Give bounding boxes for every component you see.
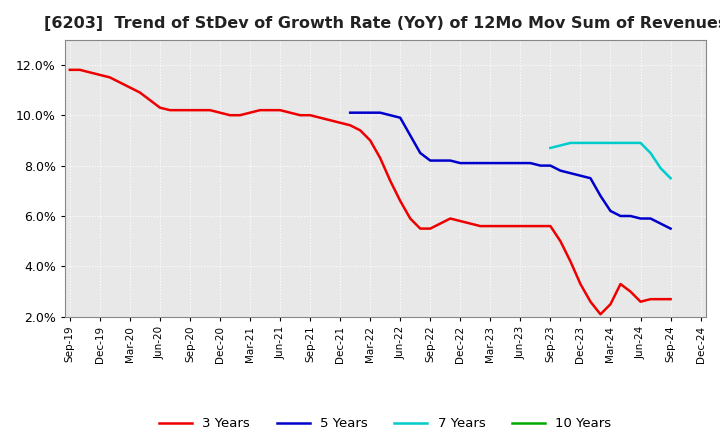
3 Years (466, 221, 474, 226)
5 Years (416, 150, 425, 156)
Line: 5 Years: 5 Years (350, 113, 670, 229)
Legend: 3 Years, 5 Years, 7 Years, 10 Years: 3 Years, 5 Years, 7 Years, 10 Years (153, 412, 617, 436)
Title: [6203]  Trend of StDev of Growth Rate (YoY) of 12Mo Mov Sum of Revenues: [6203] Trend of StDev of Growth Rate (Yo… (43, 16, 720, 32)
3 Years (145, 97, 154, 103)
3 Years (326, 117, 335, 123)
5 Years (476, 161, 485, 166)
3 Years (66, 67, 74, 73)
3 Years (416, 226, 425, 231)
Line: 7 Years: 7 Years (550, 143, 670, 178)
5 Years (376, 110, 384, 115)
3 Years (376, 155, 384, 161)
3 Years (476, 224, 485, 229)
5 Years (466, 161, 474, 166)
Line: 3 Years: 3 Years (70, 70, 670, 314)
